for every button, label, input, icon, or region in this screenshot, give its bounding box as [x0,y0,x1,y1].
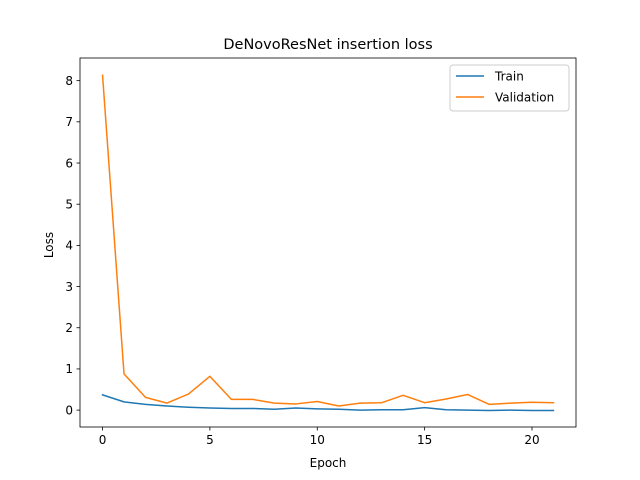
y-tick-label: 5 [65,197,73,211]
x-tick-label: 10 [310,433,325,447]
x-tick-label: 5 [206,433,214,447]
y-axis-label: Loss [42,232,56,258]
y-tick-label: 0 [65,403,73,417]
y-tick-label: 1 [65,362,73,376]
series-line-validation [101,74,555,407]
chart-title: DeNovoResNet insertion loss [223,37,432,53]
y-tick-label: 4 [65,239,73,253]
series-line-train [101,393,555,412]
legend: Train Validation [449,64,570,112]
x-tick-label: 0 [99,433,107,447]
y-tick-label: 2 [65,321,73,335]
x-tick-label: 15 [417,433,432,447]
plot-area [80,58,576,427]
legend-label-validation: Validation [495,90,554,104]
y-tick-label: 6 [65,156,73,170]
y-tick-label: 3 [65,280,73,294]
x-axis-label: Epoch [310,456,347,470]
axes-frame [79,57,577,428]
legend-label-train: Train [494,69,524,83]
y-tick-label: 7 [65,115,73,129]
y-tick-label: 8 [65,74,73,88]
x-tick-label: 20 [524,433,539,447]
